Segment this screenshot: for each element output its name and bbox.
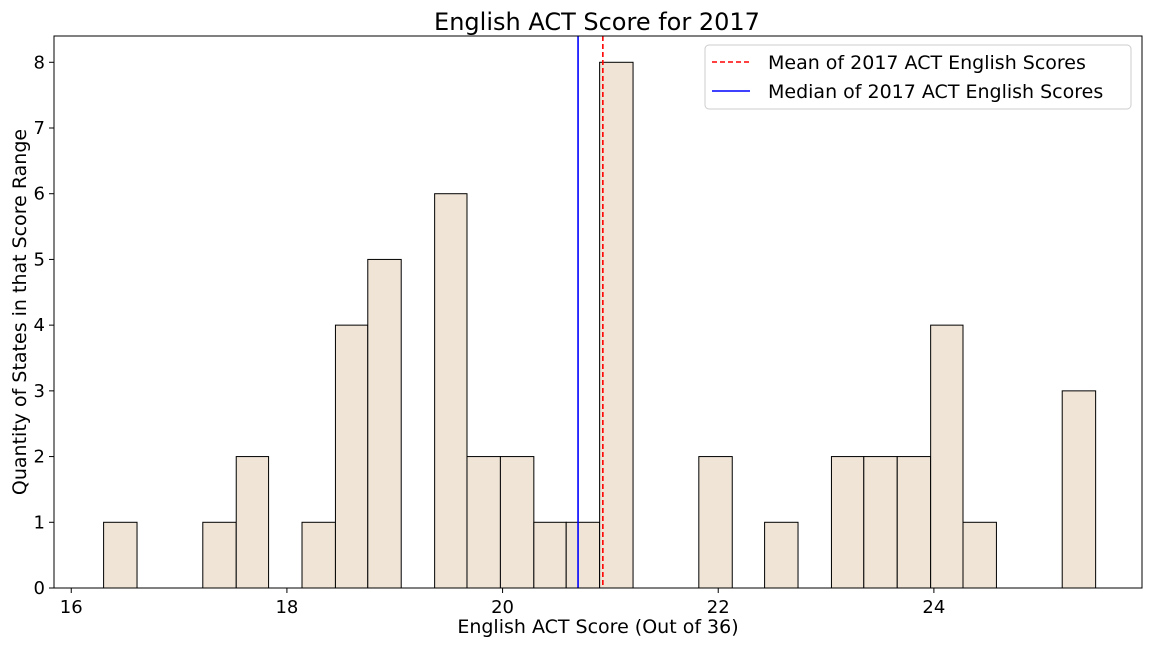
y-tick-label: 1 <box>34 512 45 533</box>
plot-frame <box>53 35 1143 589</box>
y-tick-label: 8 <box>34 52 45 73</box>
histogram-bar <box>499 456 535 589</box>
histogram-bar <box>930 324 964 589</box>
histogram-bar <box>830 456 865 589</box>
histogram-bar <box>466 456 501 589</box>
bars-layer <box>103 61 1097 589</box>
histogram-bar <box>764 521 799 589</box>
x-tick-label: 22 <box>707 597 730 618</box>
x-tick-label: 20 <box>491 597 514 618</box>
histogram-bar <box>599 61 634 589</box>
histogram-bar <box>1061 390 1097 589</box>
x-tick-label: 24 <box>922 597 945 618</box>
legend-box <box>704 44 1132 110</box>
y-tick-label: 7 <box>34 118 45 139</box>
x-axis-ticks: 16 18 20 22 24 <box>60 588 945 618</box>
y-tick-label: 6 <box>34 184 45 205</box>
histogram-bar <box>301 521 336 589</box>
x-tick-label: 18 <box>275 597 298 618</box>
legend-median-label: Median of 2017 ACT English Scores <box>768 81 1103 103</box>
y-axis-label: Quantity of States in that Score Range <box>9 129 31 495</box>
histogram-bar <box>367 258 402 589</box>
histogram-bar <box>565 521 601 589</box>
histogram-bar <box>202 521 237 589</box>
y-tick-label: 3 <box>34 381 45 402</box>
y-tick-label: 0 <box>34 578 45 599</box>
histogram-bar <box>896 456 932 589</box>
histogram-bar <box>533 521 567 589</box>
y-tick-label: 2 <box>34 447 45 468</box>
histogram-bar <box>698 456 733 589</box>
y-tick-label: 4 <box>34 315 45 336</box>
x-axis-label: English ACT Score (Out of 36) <box>457 616 738 638</box>
y-axis-ticks: 0 1 2 3 4 5 6 7 8 <box>34 52 54 599</box>
chart-title: English ACT Score for 2017 <box>434 8 760 36</box>
histogram-bar <box>235 456 270 589</box>
histogram-bar <box>962 521 997 589</box>
histogram-bar <box>103 521 138 589</box>
histogram-bar <box>863 456 898 589</box>
reference-lines-layer <box>577 36 604 588</box>
histogram-bar <box>434 193 468 589</box>
legend-mean-label: Mean of 2017 ACT English Scores <box>768 52 1086 74</box>
histogram-bar <box>334 324 369 589</box>
x-tick-label: 16 <box>60 597 83 618</box>
legend: Mean of 2017 ACT English Scores Median o… <box>704 44 1132 110</box>
y-tick-label: 5 <box>34 249 45 270</box>
